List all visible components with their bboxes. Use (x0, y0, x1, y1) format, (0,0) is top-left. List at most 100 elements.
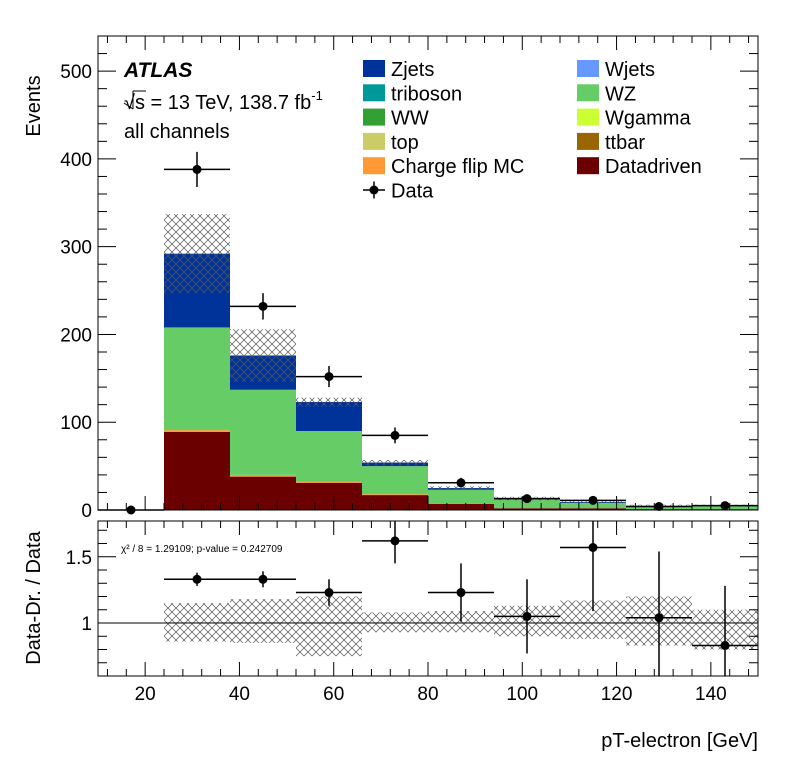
bar-wz-bin-6 (494, 499, 560, 509)
bar-wz-bin-5 (428, 489, 494, 504)
ratio-uncertainty-band (164, 596, 758, 657)
uncertainty-hatch-bin-5 (428, 486, 494, 490)
bar-datadriven-bin-5 (428, 503, 494, 510)
y-tick-label-100: 100 (60, 413, 92, 434)
legend-label-wjets: Wjets (605, 59, 655, 81)
ratio-point-0 (192, 574, 202, 584)
x-tick-label-100: 100 (506, 684, 538, 705)
y-tick-label-300: 300 (60, 238, 92, 259)
x-tick-label-60: 60 (323, 684, 344, 705)
ratio-point-7 (654, 613, 664, 623)
bar-wz-bin-3 (296, 431, 362, 482)
x-tick-label-80: 80 (417, 684, 438, 705)
legend-swatch-datadriven (577, 157, 599, 175)
x-tick-label-20: 20 (135, 684, 156, 705)
ratio-hatch-bin-1 (164, 603, 230, 642)
bar-wz-bin-4 (362, 466, 428, 495)
legend-label-wz: WZ (605, 83, 636, 105)
x-tick-label-140: 140 (695, 684, 727, 705)
legend-swatch-triboson (363, 84, 385, 102)
legend-label-triboson: triboson (391, 83, 462, 105)
bar-wz-bin-7 (560, 502, 626, 509)
bar-charge-flip-mc-bin-3 (296, 481, 362, 483)
data-point-3 (324, 372, 334, 382)
bar-zjets-bin-3 (296, 402, 362, 431)
legend-swatch-wz (577, 84, 599, 102)
ratio-y-axis-title: Data-Dr. / Data (23, 530, 45, 664)
legend-swatch-ww (363, 108, 385, 126)
ratio-point-8 (720, 641, 730, 651)
bar-charge-flip-mc-bin-1 (164, 430, 230, 432)
data-point-7 (588, 495, 598, 505)
ratio-point-2 (324, 588, 334, 598)
data-point-4 (390, 430, 400, 440)
legend-label-zjets: Zjets (391, 59, 434, 81)
bar-datadriven-bin-3 (296, 482, 362, 510)
data-point-5 (456, 478, 466, 488)
y-axis-title: Events (23, 75, 45, 136)
ratio-point-6 (588, 542, 598, 552)
legend-label-wgamma: Wgamma (605, 108, 691, 130)
legend-swatch-wgamma (577, 108, 599, 126)
uncertainty-hatch-bin-3 (296, 397, 362, 407)
legend-label-ttbar: ttbar (605, 132, 645, 154)
y-tick-label-200: 200 (60, 325, 92, 346)
ratio-tick-label-1: 1 (81, 614, 92, 635)
bar-wz-bin-2 (230, 389, 296, 475)
data-point-8 (654, 501, 664, 511)
legend-label-datadriven: Datadriven (605, 156, 702, 178)
legend-label-top: top (391, 132, 419, 154)
legend-data-marker (369, 185, 379, 195)
x-tick-label-120: 120 (601, 684, 633, 705)
ratio-point-4 (456, 588, 466, 598)
data-point-1 (192, 164, 202, 174)
bar-wz-bin-1 (164, 327, 230, 431)
x-axis-title: pT-electron [GeV] (601, 730, 758, 752)
legend-swatch-ttbar (577, 132, 599, 150)
main-y-axis: 0 100 200 300 400 500 (60, 53, 758, 522)
bar-datadriven-bin-1 (164, 431, 230, 510)
ratio-point-1 (258, 574, 268, 584)
legend-swatch-top (363, 132, 385, 150)
legend-swatch-zjets (363, 60, 385, 77)
sqrt-hook (123, 102, 134, 110)
bar-datadriven-bin-4 (362, 495, 428, 510)
ratio-x-axis: 20 40 60 80 100 120 140 (106, 521, 750, 705)
chi2-stat-text: χ² / 8 = 1.29109; p-value = 0.242709 (121, 544, 283, 555)
bar-datadriven-bin-7 (560, 508, 626, 510)
atlas-label: ATLAS (123, 59, 192, 82)
bar-charge-flip-mc-bin-4 (362, 494, 428, 496)
bar-datadriven-bin-2 (230, 476, 296, 510)
uncertainty-hatch-bin-1 (164, 214, 230, 294)
channel-label: all channels (124, 121, 230, 143)
data-point-9 (720, 501, 730, 511)
energy-label: √s = 13 TeV, 138.7 fb-1 (124, 88, 323, 114)
ratio-hatch-bin-4 (362, 612, 428, 633)
legend-swatch-charge-flip-mc (363, 157, 385, 175)
ratio-hatch-bin-3 (296, 596, 362, 657)
x-tick-label-40: 40 (229, 684, 250, 705)
legend-label-charge-flip-mc: Charge flip MC (391, 156, 524, 178)
bar-charge-flip-mc-bin-2 (230, 474, 296, 477)
data-point-6 (522, 494, 532, 504)
ratio-point-5 (522, 611, 532, 621)
data-point-2 (258, 301, 268, 311)
legend: Zjets Wjets triboson WZ WW Wgamma top ttbar Char… (363, 59, 702, 203)
main-panel: 0 100 200 300 400 500 (60, 35, 759, 522)
ratio-panel: 11.5 20 40 60 80 100 120 140 (66, 520, 759, 705)
main-x-ticks (106, 36, 750, 510)
ratio-points (164, 521, 758, 676)
ratio-y-axis: 11.5 (66, 529, 758, 664)
legend-swatch-wjets (577, 60, 599, 77)
y-tick-label-0: 0 (81, 501, 92, 522)
uncertainty-hatch-bin-4 (362, 459, 428, 466)
uncertainty-hatch-bin-2 (230, 329, 296, 382)
bar-datadriven-bin-6 (494, 508, 560, 510)
y-tick-label-400: 400 (60, 150, 92, 171)
legend-label-ww: WW (391, 108, 429, 130)
ratio-hatch-bin-2 (230, 599, 296, 643)
ratio-point-3 (390, 536, 400, 546)
y-tick-label-500: 500 (60, 62, 92, 83)
legend-label-data: Data (391, 181, 434, 203)
